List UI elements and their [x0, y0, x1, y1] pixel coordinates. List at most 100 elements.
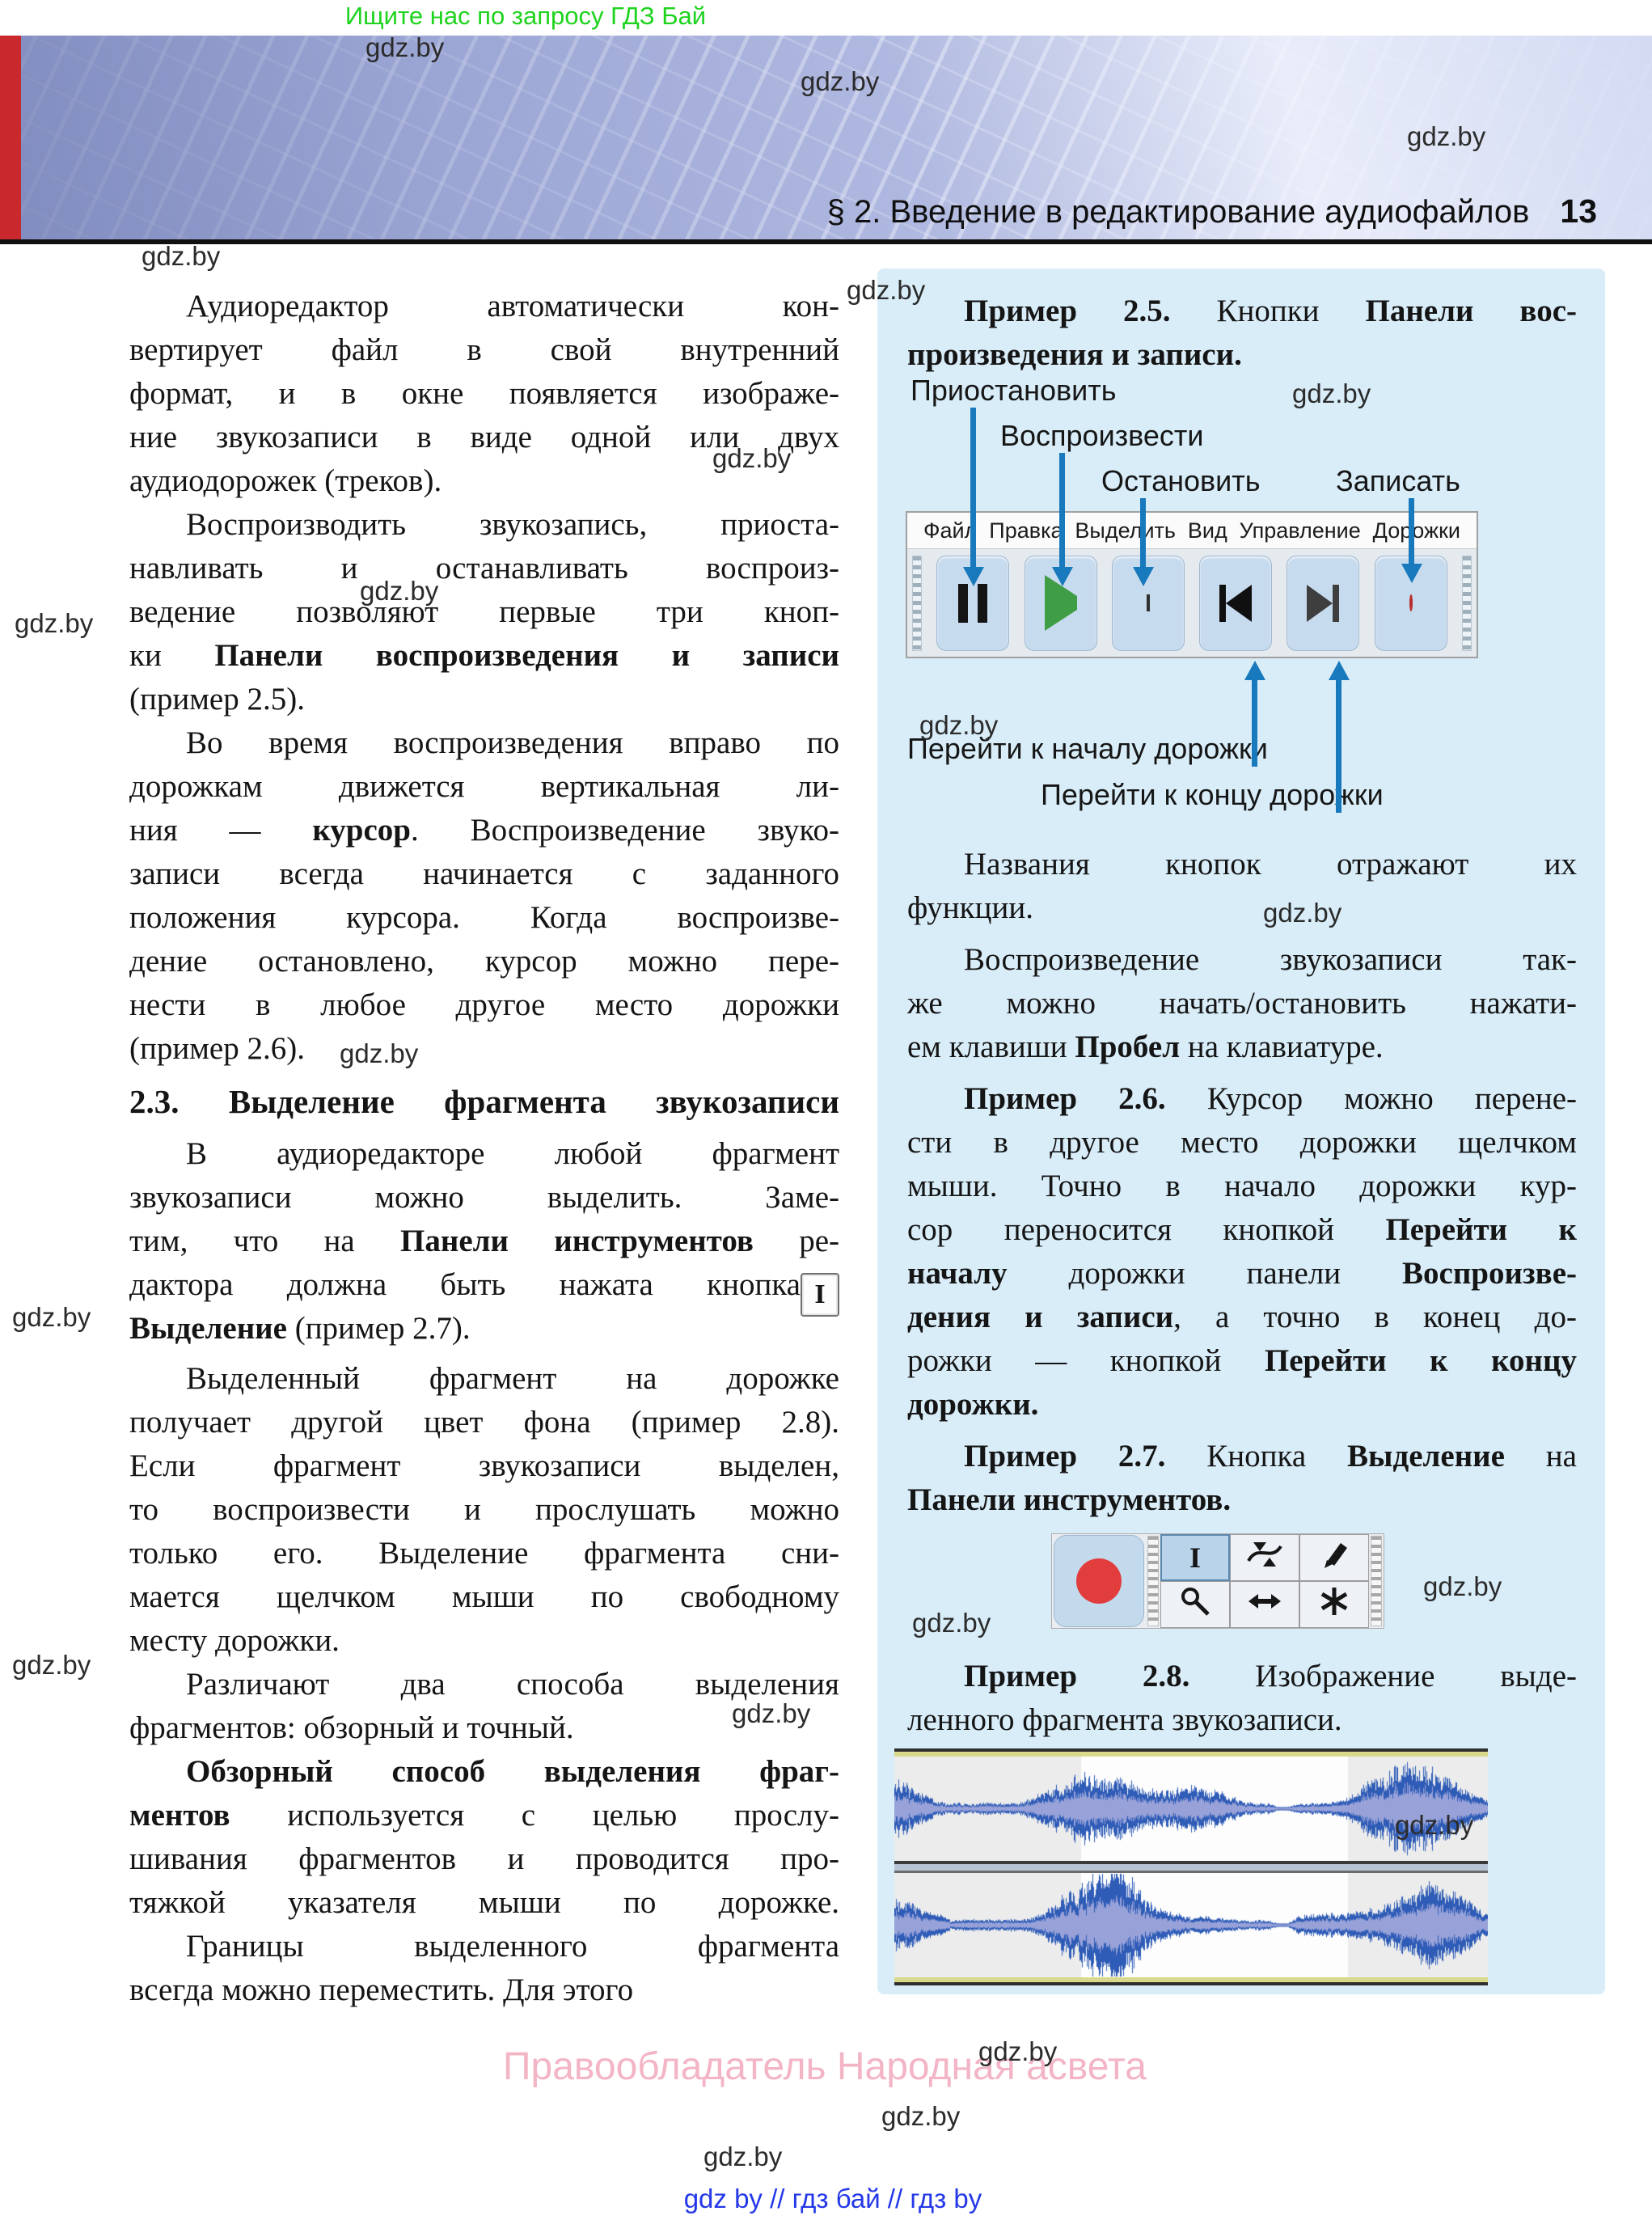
- multi-tool-button: [1299, 1581, 1369, 1628]
- text-line: ем клавиши Пробел на клавиатуре.: [907, 1030, 1384, 1064]
- text-line: нести в любое другое место дорожки: [129, 987, 839, 1022]
- envelope-tool-icon: [1247, 1538, 1282, 1578]
- text-line: Аудиоредактор автоматически кон-: [186, 289, 839, 323]
- record-icon: [1409, 594, 1413, 611]
- pause-icon: [958, 584, 988, 623]
- chapter-title: § 2. Введение в редактирование аудиофайл…: [826, 194, 1530, 230]
- menu-item-Файл: Файл: [923, 518, 978, 543]
- text-line: формат, и в окне появляется изображе-: [129, 376, 839, 411]
- text-line: дения и записи, а точно в конец до-: [907, 1300, 1577, 1334]
- text-line: месту дорожки.: [129, 1623, 340, 1658]
- gdz-watermark: gdz.by: [360, 576, 439, 606]
- text-line: всегда можно переместить. Для этого: [129, 1972, 634, 2007]
- gdz-watermark: gdz.by: [12, 1650, 91, 1680]
- example-2-7-title: Пример 2.7. Кнопка Выделение на Панели ин…: [907, 1435, 1577, 1522]
- text-line: рожки — кнопкой Перейти к концу: [907, 1343, 1577, 1378]
- pause-callout-label: Приостановить: [911, 374, 1117, 407]
- gdz-watermark: gdz.by: [12, 1302, 91, 1332]
- text-line: Пример 2.5. Кнопки Панели вос-: [964, 294, 1578, 328]
- skip-start-callout-label: Перейти к началу дорожки: [907, 732, 1268, 765]
- text-line: Воспроизведение звукозаписи так-: [964, 942, 1577, 977]
- text-line: Панели инструментов.: [907, 1482, 1232, 1517]
- gdz-watermark: gdz.by: [919, 710, 999, 740]
- tools-toolbar-screenshot: I: [1051, 1533, 1384, 1629]
- text-line: ки Панели воспроизведения и записи: [129, 638, 839, 673]
- menu-item-Управление: Управление: [1239, 518, 1361, 543]
- example-2-6-text: Пример 2.6. Курсор можно перене-сти в др…: [907, 1077, 1577, 1427]
- banner-red-strip: [0, 36, 21, 241]
- text-line: то воспроизвести и прослушать можно: [129, 1492, 839, 1527]
- record-button-large: [1054, 1535, 1144, 1627]
- text-line: звукозаписи можно выделить. Заме-: [129, 1180, 839, 1215]
- text-line: сти в другое место дорожки щелчком: [907, 1125, 1577, 1160]
- text-line: Названия кнопок отражают их: [964, 847, 1577, 882]
- gdz-watermark: gdz.by: [142, 241, 221, 271]
- circuit-board-banner: § 2. Введение в редактирование аудиофайл…: [0, 36, 1652, 241]
- zoom-tool-button: [1160, 1581, 1230, 1628]
- gdz-watermark: gdz.by: [1263, 898, 1342, 928]
- play-callout-label: Воспроизвести: [1000, 419, 1204, 452]
- play-icon: [1044, 575, 1077, 631]
- record-callout-label: Записать: [1336, 464, 1460, 497]
- left-column-text-top: Аудиоредактор автоматически кон-вертируе…: [129, 285, 839, 1071]
- copyright-text: Правообладатель Народная асвета: [503, 2045, 1147, 2088]
- text-line: дение остановлено, курсор можно пере-: [129, 944, 839, 979]
- footer-links-text: gdz by // гдз бай // гдз by: [683, 2184, 982, 2213]
- page-number: 13: [1560, 192, 1597, 230]
- text-line: Обзорный способ выделения фраг-: [186, 1754, 839, 1789]
- promo-search-text: Ищите нас по запросу ГДЗ Бай: [344, 2, 707, 30]
- text-line: мается щелчком мыши по свободному: [129, 1579, 839, 1614]
- text-line: аудиодорожек (треков).: [129, 463, 442, 498]
- waveform-track-1: [894, 1757, 1488, 1861]
- arrow-to-play: [1052, 453, 1073, 586]
- left-column-text-bottom: В аудиоредакторе любой фрагмент звукозапи…: [129, 1132, 839, 2012]
- waveform-screenshot: [894, 1748, 1488, 1985]
- text-line: тяжкой указателя мыши по дорожке.: [129, 1885, 839, 1920]
- menu-item-Дорожки: Дорожки: [1372, 518, 1460, 543]
- gdz-watermark: gdz.by: [732, 1698, 811, 1728]
- toolbar-grip: [1147, 1536, 1159, 1626]
- menu-bar: Файл Правка Выделить Вид Управление Дорожки: [907, 513, 1477, 549]
- timeshift-tool-button: [1230, 1581, 1299, 1628]
- arrow-to-pause: [963, 408, 984, 586]
- text-line: сор переносится кнопкой Перейти к: [907, 1212, 1578, 1247]
- arrow-to-skip-end: [1329, 661, 1350, 813]
- gdz-watermark: gdz.by: [881, 2101, 961, 2131]
- example-2-5-title: Пример 2.5. Кнопки Панели вос-произведен…: [907, 290, 1577, 377]
- note-buttons-functions: Названия кнопок отражают их функции.: [907, 843, 1577, 930]
- menu-item-Правка: Правка: [989, 518, 1063, 543]
- gdz-watermark: gdz.by: [15, 608, 94, 638]
- text-line: только его. Выделение фрагмента сни-: [129, 1536, 839, 1571]
- skip-end-icon: [1307, 585, 1340, 622]
- text-line: Пример 2.7. Кнопка Выделение на: [964, 1439, 1577, 1474]
- text-line: Выделение (пример 2.7).: [129, 1311, 471, 1346]
- text-line: произведения и записи.: [907, 337, 1242, 372]
- gdz-watermark: gdz.by: [1292, 378, 1371, 408]
- selection-button-inline-image: I: [801, 1273, 839, 1317]
- menu-item-Выделить: Выделить: [1075, 518, 1176, 543]
- text-line: Воспроизводить звукозапись, приоста-: [186, 507, 839, 542]
- toolbar-grip: [1371, 1536, 1382, 1626]
- text-line: дактора должна быть нажата кнопка I: [129, 1263, 839, 1317]
- gdz-watermark: gdz.by: [912, 1608, 991, 1638]
- gdz-watermark: gdz.by: [1423, 1571, 1502, 1601]
- text-line: Пример 2.6. Курсор можно перене-: [964, 1081, 1578, 1116]
- text-line: ленного фрагмента звукозаписи.: [907, 1702, 1342, 1737]
- gdz-watermark: gdz.by: [365, 32, 445, 62]
- text-line: тим, что на Панели инструментов ре-: [129, 1224, 840, 1258]
- text-line: Если фрагмент звукозаписи выделен,: [129, 1448, 839, 1483]
- text-line: фрагментов: обзорный и точный.: [129, 1710, 574, 1745]
- text-line: Различают два способа выделения: [186, 1667, 839, 1702]
- arrow-to-record: [1401, 498, 1422, 583]
- text-line: ния — курсор. Воспроизведение звуко-: [129, 813, 839, 848]
- gdz-watermark: gdz.by: [712, 443, 792, 473]
- stop-callout-label: Остановить: [1101, 464, 1261, 497]
- skip-end-button: [1287, 556, 1360, 651]
- text-line: началу дорожки панели Воспроизве-: [907, 1256, 1577, 1291]
- text-line: Выделенный фрагмент на дорожке: [186, 1361, 839, 1396]
- gdz-watermark: gdz.by: [847, 275, 926, 305]
- note-spacebar: Воспроизведение звукозаписи так-же можно…: [907, 938, 1577, 1069]
- envelope-tool-button: [1230, 1534, 1299, 1581]
- text-line: Во время воспроизведения вправо по: [186, 725, 839, 760]
- text-line: дорожки.: [907, 1387, 1039, 1422]
